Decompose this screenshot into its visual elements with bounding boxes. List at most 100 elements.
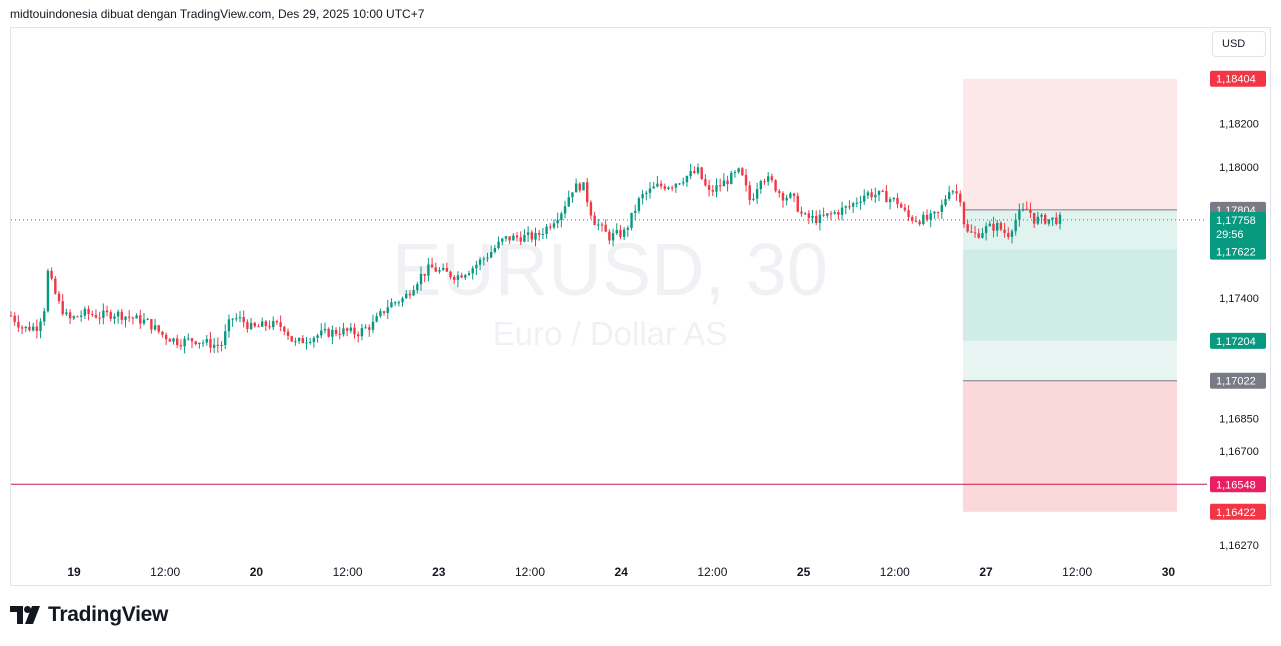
candle xyxy=(1018,203,1021,227)
candle xyxy=(600,222,604,232)
candle xyxy=(726,175,729,192)
candle-body xyxy=(242,317,245,323)
currency-button[interactable]: USD xyxy=(1212,31,1266,57)
candle-body xyxy=(608,231,611,241)
candle xyxy=(800,206,803,217)
candle-body xyxy=(833,212,836,214)
price-label-text: 1,17204 xyxy=(1216,336,1256,348)
short-target-zone-2 xyxy=(963,249,1177,341)
candle xyxy=(489,245,493,259)
candle-body xyxy=(899,204,903,208)
candle xyxy=(792,192,796,203)
x-tick-label: 27 xyxy=(979,565,993,579)
candle xyxy=(851,201,855,214)
candle-body xyxy=(72,316,75,319)
candle-body xyxy=(674,183,678,188)
candle xyxy=(549,223,552,231)
candle-body xyxy=(153,325,157,330)
candle xyxy=(962,201,966,228)
candle xyxy=(297,337,301,345)
candle-body xyxy=(597,224,600,226)
candle-body xyxy=(501,238,504,242)
candle xyxy=(368,324,371,337)
candle-body xyxy=(541,234,545,236)
candle xyxy=(423,273,426,283)
candle-body xyxy=(763,181,766,183)
position-tools[interactable] xyxy=(963,78,1177,512)
candle-body xyxy=(349,327,353,331)
candle xyxy=(767,172,770,186)
candle-body xyxy=(320,330,323,336)
candle-body xyxy=(792,193,796,196)
candle xyxy=(622,227,626,240)
candle-body xyxy=(272,321,275,328)
time-axis[interactable]: 19 12:00 20 12:00 23 12:00 24 12:00 25 12:00 27 12:… xyxy=(67,565,1175,579)
candle-body xyxy=(68,312,72,319)
candle xyxy=(201,339,205,348)
candle xyxy=(164,332,168,346)
x-tick-label: 24 xyxy=(615,565,629,579)
candle-body xyxy=(1025,208,1028,210)
candle-body xyxy=(752,198,755,200)
candle xyxy=(386,299,389,320)
tradingview-logo[interactable]: TradingView xyxy=(10,603,168,627)
candle xyxy=(763,178,766,185)
candle-body xyxy=(785,197,788,201)
candle xyxy=(936,211,940,219)
candle xyxy=(146,317,149,321)
candle xyxy=(589,200,593,220)
candle xyxy=(652,181,655,189)
candle xyxy=(755,182,759,204)
candle xyxy=(360,324,364,341)
candle-body xyxy=(822,214,825,216)
candle xyxy=(153,318,157,331)
candle-body xyxy=(851,203,855,207)
candle-body xyxy=(331,329,334,337)
price-label-entry-2: 1,17022 xyxy=(1210,372,1266,389)
candle-body xyxy=(866,192,870,196)
candle-body xyxy=(881,190,884,192)
symbol-watermark: EURUSD, 30 Euro / Dollar AS xyxy=(392,228,828,352)
candle xyxy=(1040,213,1043,224)
candle-body xyxy=(907,210,910,217)
candle xyxy=(659,180,663,190)
candle xyxy=(482,256,485,266)
candle xyxy=(1055,212,1058,226)
candle xyxy=(1058,211,1062,230)
price-label-text: 1,16548 xyxy=(1216,479,1256,491)
candle-body xyxy=(600,224,604,226)
candle-body xyxy=(951,191,955,193)
candle xyxy=(552,219,556,230)
candle xyxy=(227,314,231,338)
candle xyxy=(955,184,958,201)
price-axis[interactable]: 1,18200 1,18000 1,17400 1,16850 1,16700 1,162… xyxy=(1219,118,1259,552)
candle xyxy=(316,333,319,343)
candle-body xyxy=(840,207,844,215)
candle-body xyxy=(652,186,655,189)
candle xyxy=(881,189,884,193)
candle-body xyxy=(700,167,703,180)
candle-body xyxy=(1047,219,1051,224)
candle xyxy=(1003,222,1006,238)
candle xyxy=(1047,219,1051,227)
candle xyxy=(752,193,755,202)
candle xyxy=(301,335,304,344)
candle xyxy=(744,168,748,192)
candle-body xyxy=(663,186,666,189)
candle-body xyxy=(1032,212,1036,224)
candle-body xyxy=(730,172,733,185)
candle xyxy=(493,244,497,254)
candle-body xyxy=(571,192,574,198)
candle-body xyxy=(467,273,471,276)
candle xyxy=(999,221,1003,232)
price-label-level-2: 1,17204 xyxy=(1210,332,1266,349)
price-label-stop-bottom: 1,16422 xyxy=(1210,503,1266,520)
candle-body xyxy=(224,331,227,345)
candle-body xyxy=(593,215,596,226)
candle-body xyxy=(807,213,811,218)
candle-body xyxy=(20,327,24,329)
candle-body xyxy=(837,212,840,215)
candle xyxy=(892,197,895,202)
candle-body xyxy=(737,168,740,173)
